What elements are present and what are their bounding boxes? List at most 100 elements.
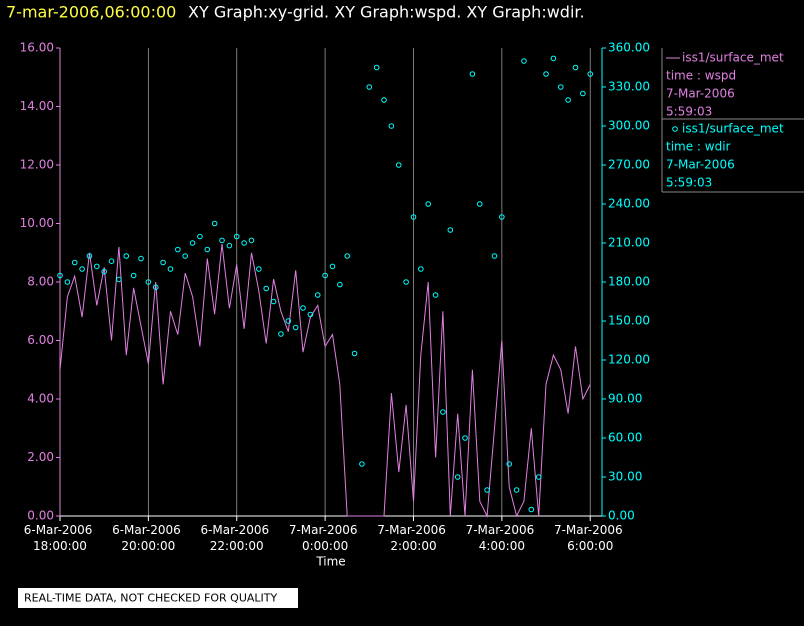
- wdir-point: [123, 253, 130, 259]
- wdir-point: [79, 266, 85, 272]
- legend-name: iss1/surface_met: [682, 122, 784, 136]
- x-tick-label: 7-Mar-2006 2:00:00: [377, 523, 450, 553]
- wdir-point: [395, 162, 402, 168]
- legend-name: iss1/surface_met: [682, 51, 784, 65]
- wdir-point: [550, 55, 557, 62]
- wdir-point: [565, 97, 571, 103]
- wdir-point: [248, 237, 255, 244]
- wdir-point: [86, 253, 93, 259]
- wdir-point: [499, 214, 505, 220]
- wdir-point: [557, 84, 564, 90]
- legend-detail: 7-Mar-2006: [666, 87, 735, 101]
- y-tick-label: 12.00: [20, 158, 54, 172]
- x-tick-label: 6-Mar-2006 22:00:00: [200, 523, 273, 553]
- chart-subtitle: XY Graph:xy-grid. XY Graph:wspd. XY Grap…: [188, 3, 585, 22]
- wdir-point: [440, 409, 446, 415]
- y2-tick-label: 90.00: [608, 392, 642, 406]
- wdir-point: [152, 284, 159, 291]
- wdir-point: [94, 263, 100, 270]
- wdir-point: [587, 71, 594, 77]
- wdir-point: [285, 318, 292, 324]
- wdir-point: [182, 253, 188, 259]
- wdir-point: [189, 240, 196, 246]
- wdir-point: [381, 97, 387, 103]
- wdir-point: [307, 311, 314, 318]
- wdir-point: [410, 214, 417, 220]
- wdir-point: [226, 242, 233, 249]
- wdir-point: [521, 58, 527, 64]
- wdir-point: [278, 331, 284, 337]
- y-tick-label: 2.00: [27, 450, 54, 464]
- footer: REAL-TIME DATA, NOT CHECKED FOR QUALITY: [24, 592, 278, 605]
- y2-tick-label: 270.00: [608, 158, 650, 172]
- legend-marker: [672, 126, 678, 132]
- wdir-point: [506, 461, 513, 467]
- y-tick-label: 0.00: [27, 509, 54, 523]
- y-tick-label: 4.00: [27, 392, 54, 406]
- wdir-point: [344, 253, 351, 259]
- wdir-point: [64, 279, 71, 285]
- wdir-point: [233, 233, 240, 240]
- wdir-point: [454, 474, 461, 480]
- wdir-point: [425, 201, 432, 207]
- wdir-point: [219, 237, 225, 244]
- wdir-point: [270, 298, 277, 305]
- y2-tick-label: 120.00: [608, 353, 650, 367]
- x-tick-label: 6-Mar-2006 20:00:00: [112, 523, 185, 553]
- wdir-point: [322, 272, 328, 279]
- wdir-point: [351, 350, 358, 357]
- x-tick-label: 7-Mar-2006 0:00:00: [289, 523, 362, 553]
- wdir-point: [528, 506, 535, 513]
- wdir-point: [373, 64, 380, 71]
- legend-detail: 7-Mar-2006: [666, 158, 735, 172]
- wdir-point: [484, 487, 490, 493]
- y2-tick-label: 30.00: [608, 470, 642, 484]
- y-tick-label: 6.00: [27, 333, 54, 347]
- y2-tick-label: 60.00: [608, 431, 642, 445]
- wdir-point: [403, 279, 409, 285]
- x-tick-label: 6-Mar-2006 18:00:00: [24, 523, 97, 553]
- wdir-point: [116, 276, 122, 283]
- y2-tick-label: 180.00: [608, 275, 650, 289]
- y2-tick-label: 210.00: [608, 236, 650, 250]
- footer-box: [18, 588, 298, 608]
- wdir-point: [211, 220, 218, 227]
- wdir-point: [513, 487, 520, 493]
- y2-tick-label: 300.00: [608, 119, 650, 133]
- wdir-point: [314, 292, 321, 298]
- wdir-point: [462, 435, 468, 441]
- wdir-point: [300, 305, 306, 311]
- wdir-point: [101, 268, 107, 275]
- wdir-point: [337, 281, 343, 288]
- y2-tick-label: 330.00: [608, 80, 650, 94]
- y-tick-label: 16.00: [20, 41, 54, 55]
- wdir-point: [175, 246, 181, 253]
- x-tick-label: 7-Mar-2006 4:00:00: [466, 523, 539, 553]
- wdir-point: [491, 253, 498, 259]
- y2-tick-label: 360.00: [608, 41, 650, 55]
- wdir-point: [241, 240, 247, 246]
- wdir-point: [204, 246, 211, 253]
- wdir-point: [535, 474, 542, 480]
- wdir-point: [57, 272, 63, 279]
- wdir-point: [130, 272, 137, 279]
- chart-title: 7-mar-2006,06:00:00: [6, 3, 176, 22]
- wdir-point: [572, 64, 579, 71]
- wdir-point: [469, 71, 476, 77]
- wdir-point: [418, 266, 424, 272]
- wdir-point: [197, 233, 203, 240]
- wdir-point: [145, 279, 152, 285]
- y-tick-label: 14.00: [20, 99, 54, 113]
- x-axis-label: Time: [315, 555, 345, 569]
- wdir-point: [329, 263, 336, 270]
- wdir-point: [71, 259, 78, 266]
- wdir-point: [138, 255, 144, 262]
- wdir-point: [476, 201, 483, 207]
- legend-detail: time : wspd: [666, 69, 736, 83]
- wdir-point: [447, 227, 454, 233]
- wdir-point: [543, 71, 549, 77]
- wdir-point: [580, 90, 586, 97]
- wdir-point: [388, 123, 395, 129]
- wdir-point: [292, 324, 299, 331]
